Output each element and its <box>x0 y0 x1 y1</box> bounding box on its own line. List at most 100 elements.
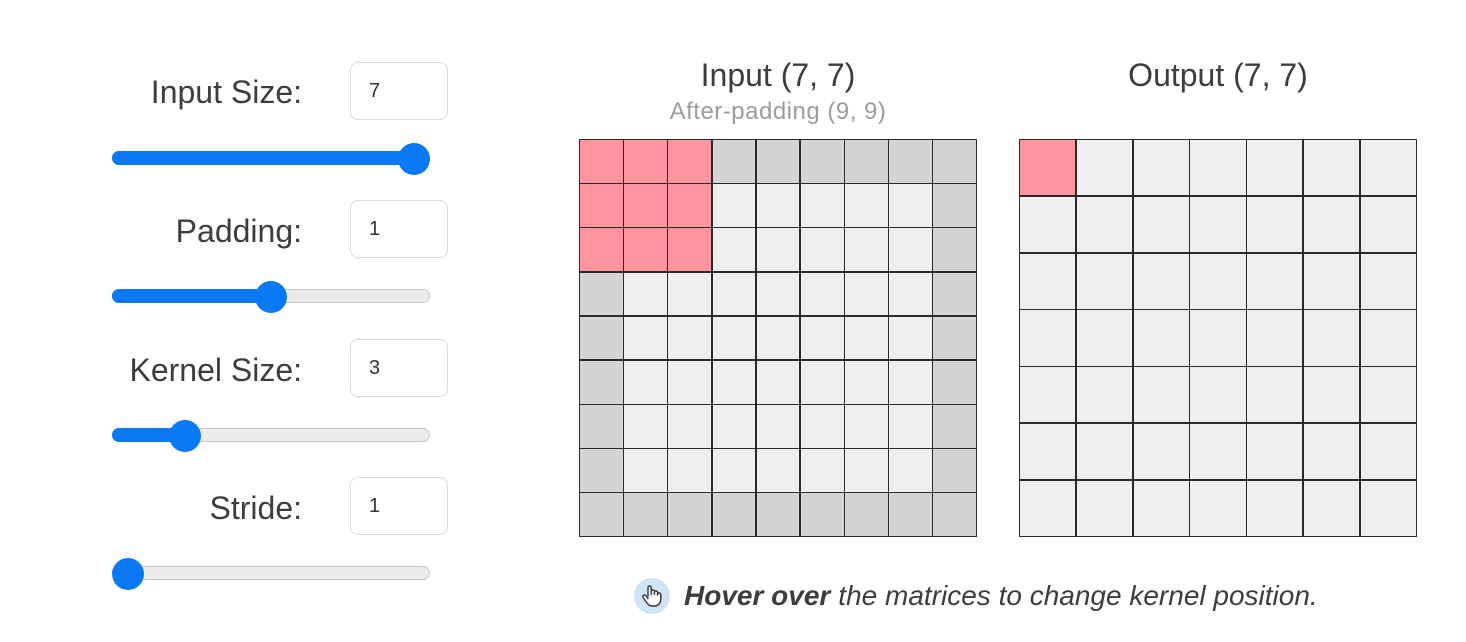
input-cell[interactable] <box>712 228 756 271</box>
output-cell[interactable] <box>1360 423 1416 480</box>
output-cell[interactable] <box>1247 480 1303 536</box>
output-cell[interactable] <box>1020 480 1076 536</box>
kernel-cell[interactable] <box>624 140 667 183</box>
output-cell[interactable] <box>1190 140 1246 196</box>
padding-cell[interactable] <box>580 449 623 492</box>
padding-slider[interactable] <box>112 281 430 313</box>
input-cell[interactable] <box>845 184 888 227</box>
padding-cell[interactable] <box>712 140 756 183</box>
input-cell[interactable] <box>756 228 800 271</box>
padding-cell[interactable] <box>933 140 976 183</box>
slider-thumb[interactable] <box>112 558 144 590</box>
input-cell[interactable] <box>624 360 667 404</box>
slider-thumb[interactable] <box>169 420 202 452</box>
output-cell[interactable] <box>1360 253 1416 309</box>
output-cell[interactable] <box>1303 253 1360 309</box>
input-cell[interactable] <box>800 228 844 271</box>
kernel-cell[interactable] <box>668 140 711 183</box>
output-cell[interactable] <box>1303 367 1360 423</box>
kernel-cell[interactable] <box>668 228 711 271</box>
input-cell[interactable] <box>756 449 800 492</box>
input-cell[interactable] <box>624 449 667 492</box>
output-cell[interactable] <box>1020 423 1076 480</box>
kernel-size-slider[interactable] <box>112 420 430 452</box>
input-cell[interactable] <box>800 316 844 360</box>
input-cell[interactable] <box>889 449 932 492</box>
output-cell[interactable] <box>1247 196 1303 253</box>
output-cell[interactable] <box>1303 423 1360 480</box>
output-cell[interactable] <box>1020 367 1076 423</box>
output-cell[interactable] <box>1360 367 1416 423</box>
input-cell[interactable] <box>756 360 800 404</box>
output-cell[interactable] <box>1360 140 1416 196</box>
output-cell[interactable] <box>1247 253 1303 309</box>
input-matrix-grid[interactable] <box>579 139 977 537</box>
output-cell[interactable] <box>1190 367 1246 423</box>
padding-cell[interactable] <box>580 272 623 316</box>
padding-cell[interactable] <box>624 493 667 536</box>
input-cell[interactable] <box>668 449 711 492</box>
output-cell[interactable] <box>1020 310 1076 366</box>
input-cell[interactable] <box>800 272 844 316</box>
output-cell[interactable] <box>1133 480 1189 536</box>
padding-cell[interactable] <box>933 493 976 536</box>
output-cell[interactable] <box>1303 480 1360 536</box>
kernel-cell[interactable] <box>580 184 623 227</box>
output-cell[interactable] <box>1303 196 1360 253</box>
padding-cell[interactable] <box>756 493 800 536</box>
output-cell[interactable] <box>1190 196 1246 253</box>
output-cell[interactable] <box>1076 423 1133 480</box>
output-cell[interactable] <box>1076 310 1133 366</box>
input-cell[interactable] <box>889 360 932 404</box>
kernel-cell[interactable] <box>580 140 623 183</box>
output-cell[interactable] <box>1190 253 1246 309</box>
input-cell[interactable] <box>889 228 932 271</box>
kernel-size-field[interactable] <box>350 339 448 397</box>
input-cell[interactable] <box>624 405 667 448</box>
output-matrix-grid[interactable] <box>1019 139 1417 537</box>
padding-cell[interactable] <box>933 405 976 448</box>
padding-cell[interactable] <box>933 316 976 360</box>
input-cell[interactable] <box>845 272 888 316</box>
output-cell[interactable] <box>1303 140 1360 196</box>
input-cell[interactable] <box>756 316 800 360</box>
output-cell[interactable] <box>1020 196 1076 253</box>
padding-cell[interactable] <box>845 493 888 536</box>
padding-cell[interactable] <box>580 316 623 360</box>
output-cell[interactable] <box>1076 253 1133 309</box>
input-cell[interactable] <box>712 360 756 404</box>
output-cell[interactable] <box>1190 423 1246 480</box>
padding-cell[interactable] <box>933 228 976 271</box>
stride-field[interactable] <box>350 477 448 535</box>
input-cell[interactable] <box>889 272 932 316</box>
input-cell[interactable] <box>712 272 756 316</box>
output-cell[interactable] <box>1360 196 1416 253</box>
input-cell[interactable] <box>756 272 800 316</box>
padding-cell[interactable] <box>845 140 888 183</box>
input-cell[interactable] <box>800 184 844 227</box>
output-cell[interactable] <box>1303 310 1360 366</box>
output-cell[interactable] <box>1076 140 1133 196</box>
output-cell[interactable] <box>1247 140 1303 196</box>
input-size-slider[interactable] <box>112 143 430 175</box>
input-cell[interactable] <box>889 405 932 448</box>
output-cell[interactable] <box>1247 367 1303 423</box>
input-cell[interactable] <box>800 449 844 492</box>
slider-thumb[interactable] <box>255 281 287 313</box>
input-cell[interactable] <box>889 316 932 360</box>
input-cell[interactable] <box>800 360 844 404</box>
input-cell[interactable] <box>668 360 711 404</box>
input-cell[interactable] <box>668 272 711 316</box>
input-cell[interactable] <box>712 405 756 448</box>
active-output-cell[interactable] <box>1020 140 1076 196</box>
padding-cell[interactable] <box>933 184 976 227</box>
input-cell[interactable] <box>668 316 711 360</box>
input-cell[interactable] <box>845 228 888 271</box>
output-cell[interactable] <box>1133 140 1189 196</box>
padding-cell[interactable] <box>800 140 844 183</box>
output-cell[interactable] <box>1133 310 1189 366</box>
input-cell[interactable] <box>712 449 756 492</box>
kernel-cell[interactable] <box>624 184 667 227</box>
slider-thumb[interactable] <box>398 143 430 175</box>
padding-cell[interactable] <box>756 140 800 183</box>
